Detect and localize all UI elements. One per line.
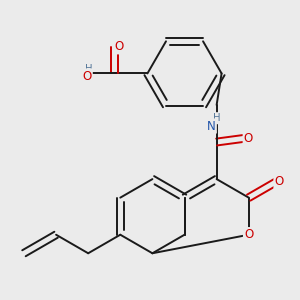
Text: O: O [244,228,254,241]
Text: O: O [82,70,91,83]
Text: O: O [274,176,284,188]
Text: O: O [244,132,253,145]
Text: H: H [213,113,220,123]
Text: O: O [114,40,123,53]
Text: N: N [207,120,216,133]
Text: H: H [85,64,92,74]
